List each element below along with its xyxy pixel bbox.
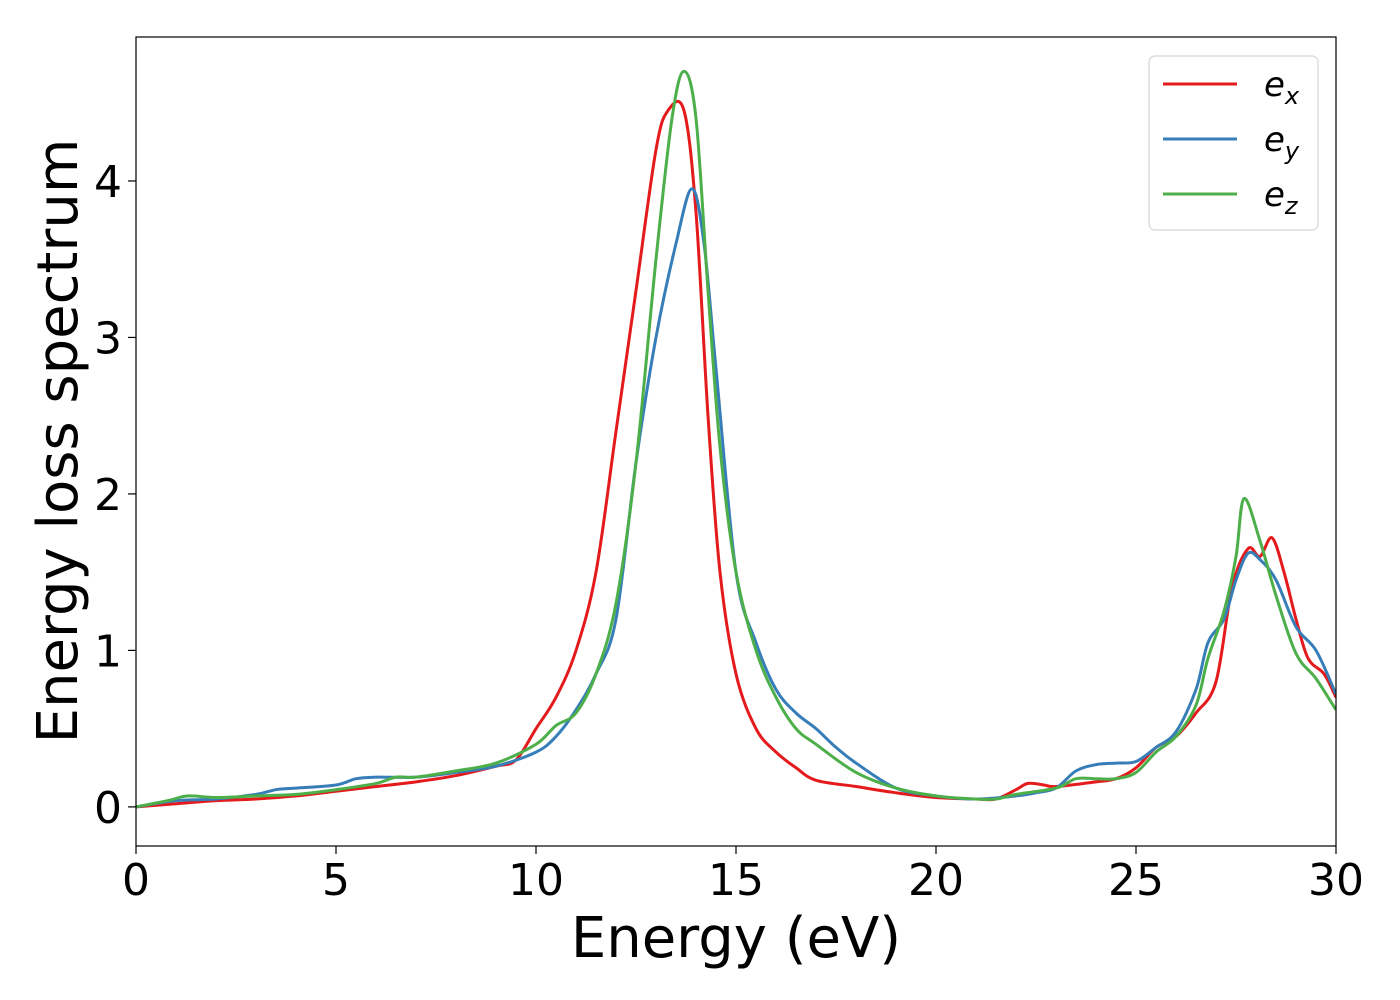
y-tick-label: 4 <box>94 157 122 208</box>
x-tick-label: 30 <box>1308 855 1364 906</box>
series-line-e-z <box>136 69 1336 809</box>
y-tick-label: 1 <box>94 626 122 677</box>
x-tick-label: 5 <box>322 855 350 906</box>
x-axis-label: Energy (eV) <box>571 906 901 971</box>
x-tick-label: 15 <box>708 855 764 906</box>
legend-item-e-y: ey <box>1163 120 1300 165</box>
x-tick-label: 25 <box>1108 855 1164 906</box>
legend-label: ex <box>1264 65 1300 110</box>
y-tick-label: 3 <box>94 313 122 364</box>
legend-label: ez <box>1264 175 1299 220</box>
legend-label: ey <box>1264 120 1300 165</box>
y-axis-label: Energy loss spectrum <box>26 139 91 744</box>
legend-box <box>1148 55 1319 231</box>
x-tick-label: 20 <box>908 855 964 906</box>
y-tick-label: 0 <box>94 783 122 834</box>
series-line-e-y <box>136 187 1336 809</box>
legend-item-e-x: ex <box>1163 65 1300 110</box>
y-tick-label: 2 <box>94 470 122 521</box>
x-tick-label: 0 <box>122 855 150 906</box>
y-axis-ticks: 0 1 2 3 4 <box>94 157 136 834</box>
legend: ex ey ez <box>1148 55 1319 231</box>
legend-item-e-z: ez <box>1163 175 1299 220</box>
x-tick-label: 10 <box>508 855 564 906</box>
x-axis-ticks: 0 5 10 15 20 25 30 <box>122 846 1364 906</box>
series-lines <box>136 69 1336 809</box>
